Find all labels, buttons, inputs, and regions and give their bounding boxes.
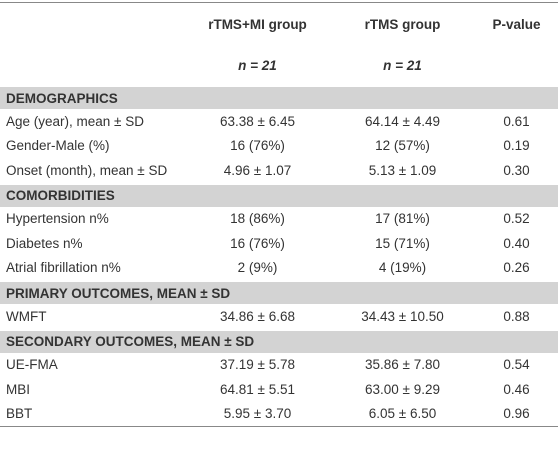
cell: 2 (9%) xyxy=(237,260,278,276)
data-row: UE-FMA 37.19 ± 5.78 35.86 ± 7.80 0.54 xyxy=(0,353,558,378)
section-title: SECONDARY OUTCOMES, MEAN ± SD xyxy=(0,328,558,353)
row-label: Atrial fibrillation n% xyxy=(6,260,121,276)
cell: 16 (76%) xyxy=(230,138,285,154)
cell: 6.05 ± 6.50 xyxy=(330,401,475,427)
cell: 34.43 ± 10.50 xyxy=(361,308,444,324)
row-label: UE-FMA xyxy=(6,357,58,373)
cell: 0.61 xyxy=(503,113,530,129)
row-label: Age (year), mean ± SD xyxy=(6,113,144,129)
table-body: DEMOGRAPHICS Age (year), mean ± SD 63.38 ±… xyxy=(0,85,558,427)
section-row: PRIMARY OUTCOMES, MEAN ± SD xyxy=(0,280,558,304)
cell: 0.46 xyxy=(503,381,530,397)
cell: 34.86 ± 6.68 xyxy=(220,308,295,324)
section-row: DEMOGRAPHICS xyxy=(0,85,558,109)
data-row: Gender-Male (%) 16 (76%) 12 (57%) 0.19 xyxy=(0,134,558,159)
cell: 37.19 ± 5.78 xyxy=(220,357,295,373)
header-cell: rTMS group xyxy=(330,2,475,45)
cell: 0.26 xyxy=(503,260,530,276)
cell: 0.30 xyxy=(503,162,530,178)
cell: 5.95 ± 3.70 xyxy=(185,401,330,427)
data-row: Diabetes n% 16 (76%) 15 (71%) 0.40 xyxy=(0,231,558,256)
subheader-row: n = 21 n = 21 xyxy=(0,45,558,87)
row-label: WMFT xyxy=(6,308,47,324)
cell: 5.13 ± 1.09 xyxy=(368,162,437,178)
cell: 15 (71%) xyxy=(375,235,430,251)
section-row: SECONDARY OUTCOMES, MEAN ± SD xyxy=(0,328,558,353)
header-cell: n = 21 xyxy=(185,45,330,87)
data-row: Age (year), mean ± SD 63.38 ± 6.45 64.14 ±… xyxy=(0,109,558,134)
data-row: Onset (month), mean ± SD 4.96 ± 1.07 5.13 … xyxy=(0,158,558,184)
cell: 64.81 ± 5.51 xyxy=(220,381,295,397)
data-row: Atrial fibrillation n% 2 (9%) 4 (19%) 0.26 xyxy=(0,256,558,282)
cell: 0.40 xyxy=(503,235,530,251)
cell: 12 (57%) xyxy=(375,138,430,154)
header-cell: n = 21 xyxy=(330,45,475,87)
section-title: COMORBIDITIES xyxy=(0,182,558,207)
header-cell: P-value xyxy=(475,2,558,45)
section-title: PRIMARY OUTCOMES, MEAN ± SD xyxy=(0,280,558,304)
cell: 4 (19%) xyxy=(378,260,427,276)
cell: 0.19 xyxy=(503,138,530,154)
cell: 17 (81%) xyxy=(375,211,430,227)
row-label: Gender-Male (%) xyxy=(6,138,110,154)
header-cell xyxy=(475,45,558,87)
section-title: DEMOGRAPHICS xyxy=(0,85,558,109)
cell: 0.96 xyxy=(475,401,558,427)
row-label: Hypertension n% xyxy=(6,211,109,227)
cell: 18 (86%) xyxy=(230,211,285,227)
section-row: COMORBIDITIES xyxy=(0,182,558,207)
row-label: Onset (month), mean ± SD xyxy=(6,162,168,178)
header-cell xyxy=(0,45,185,87)
header-row: rTMS+MI group rTMS group P-value xyxy=(0,2,558,45)
cell: 16 (76%) xyxy=(230,235,285,251)
cell: 63.00 ± 9.29 xyxy=(365,381,440,397)
cell: 0.54 xyxy=(503,357,530,373)
cell: 35.86 ± 7.80 xyxy=(365,357,440,373)
header-cell: rTMS+MI group xyxy=(185,2,330,45)
row-label: MBI xyxy=(6,381,31,397)
cell: 63.38 ± 6.45 xyxy=(220,113,295,129)
data-row: WMFT 34.86 ± 6.68 34.43 ± 10.50 0.88 xyxy=(0,304,558,330)
cell: 0.88 xyxy=(503,308,530,324)
data-row: Hypertension n% 18 (86%) 17 (81%) 0.52 xyxy=(0,207,558,232)
data-row: MBI 64.81 ± 5.51 63.00 ± 9.29 0.46 xyxy=(0,377,558,402)
header-cell xyxy=(0,2,185,45)
cell: 64.14 ± 4.49 xyxy=(365,113,440,129)
data-row: BBT 5.95 ± 3.70 6.05 ± 6.50 0.96 xyxy=(0,401,558,427)
cell: 0.52 xyxy=(503,211,530,227)
cell: 4.96 ± 1.07 xyxy=(223,162,292,178)
row-label: Diabetes n% xyxy=(6,235,83,251)
data-table: rTMS+MI group rTMS group P-value n = 21 … xyxy=(0,2,558,427)
row-label: BBT xyxy=(0,401,185,427)
